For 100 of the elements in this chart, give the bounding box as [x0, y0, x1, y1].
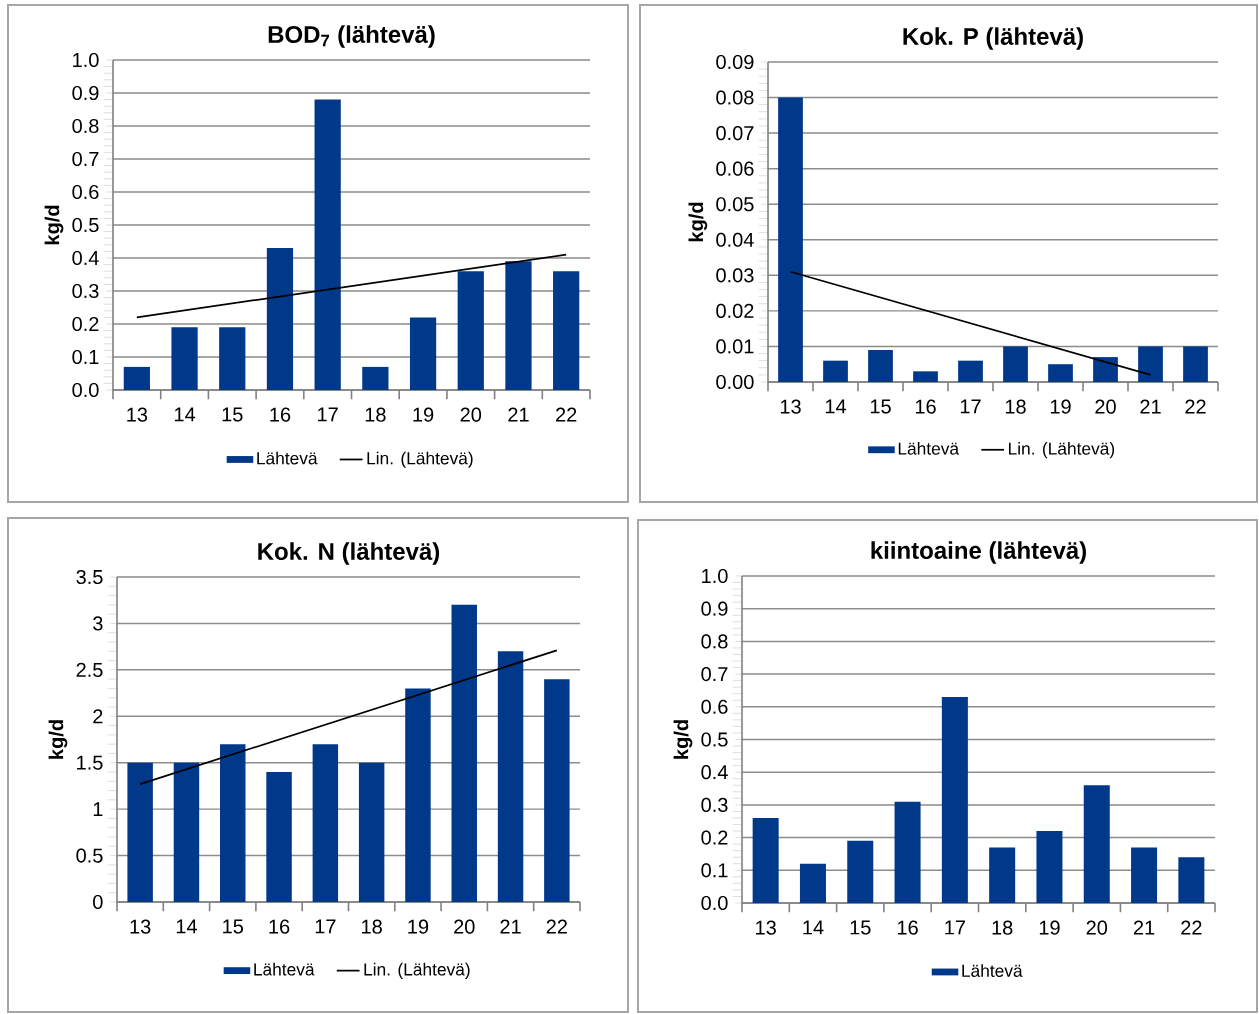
y-axis-title: kg/d [48, 720, 68, 759]
y-tick-label: 0.6 [72, 184, 99, 200]
x-tick-label: 20 [454, 919, 475, 934]
x-tick-label: 14 [176, 919, 197, 934]
y-axis-title: kg/d [44, 205, 64, 245]
x-tick-label: 22 [1181, 920, 1202, 935]
x-tick-label: 16 [915, 399, 936, 414]
legend-label: Lin. (Lähtevä) [1009, 441, 1115, 459]
legend-label: Lähtevä [254, 962, 315, 976]
x-tick-label: 21 [508, 407, 529, 422]
x-tick-label: 17 [945, 920, 965, 935]
bar [266, 248, 294, 390]
bar [409, 317, 437, 390]
bar [312, 744, 339, 902]
y-tick-label: 0.00 [716, 374, 754, 390]
bar [171, 327, 198, 390]
y-tick-label: 0.7 [701, 667, 728, 682]
x-tick-label: 14 [803, 920, 824, 935]
x-tick-label: 21 [1133, 920, 1155, 935]
y-tick-label: 0.09 [716, 54, 754, 70]
bar [497, 651, 524, 902]
x-tick-label: 19 [1039, 920, 1060, 935]
y-tick-label: 3 [93, 616, 103, 631]
y-tick-label: 0.1 [701, 863, 728, 878]
x-tick-label: 21 [1140, 399, 1161, 414]
bar [553, 271, 580, 390]
y-tick-label: 0.07 [716, 126, 754, 141]
x-tick-label: 13 [756, 920, 776, 935]
y-tick-label: 0.06 [716, 161, 754, 176]
x-tick-label: 15 [222, 407, 243, 422]
x-tick-label: 15 [870, 399, 891, 414]
x-tick-label: 13 [780, 399, 801, 414]
y-tick-label: 0.6 [701, 699, 728, 714]
legend-label: Lin. (Lähtevä) [367, 451, 473, 468]
x-tick-label: 13 [127, 407, 148, 422]
x-tick-label: 22 [556, 407, 577, 422]
bar [1036, 831, 1063, 903]
y-tick-label: 1.0 [702, 568, 728, 584]
y-tick-label: 0.9 [72, 85, 99, 101]
bar [941, 696, 968, 903]
y-tick-label: 2.5 [76, 662, 103, 677]
y-tick-label: 1 [93, 802, 103, 817]
x-tick-label: 20 [1095, 399, 1116, 414]
x-tick-label: 17 [960, 399, 981, 414]
x-tick-label: 20 [1086, 920, 1108, 935]
legend-label: Lähtevä [962, 964, 1023, 977]
y-tick-label: 0.1 [72, 349, 99, 365]
y-tick-label: 0.3 [72, 283, 99, 299]
bar [868, 349, 893, 382]
bar [505, 261, 532, 390]
bar [1131, 847, 1158, 903]
y-tick-label: 0.0 [72, 382, 99, 398]
y-tick-label: 0.5 [701, 732, 728, 747]
bar [544, 679, 570, 902]
y-tick-label: 0.02 [716, 303, 754, 318]
y-tick-label: 0.7 [72, 151, 99, 167]
bar [405, 688, 431, 902]
x-tick-label: 16 [897, 920, 918, 935]
legend-label: Lin. (Lähtevä) [364, 962, 470, 980]
bar [457, 271, 484, 390]
x-tick-label: 14 [174, 407, 196, 422]
bar [266, 772, 292, 902]
bar [1093, 357, 1118, 382]
x-tick-label: 14 [825, 399, 847, 414]
bar [358, 762, 385, 902]
y-tick-label: 1.0 [73, 52, 99, 68]
bar [752, 817, 779, 903]
y-tick-label: 0.04 [716, 232, 754, 247]
y-tick-label: 0.8 [72, 118, 99, 134]
x-tick-label: 22 [1185, 399, 1206, 414]
x-tick-label: 13 [130, 919, 151, 934]
y-tick-label: 0.5 [72, 217, 99, 233]
y-tick-label: 0 [93, 894, 103, 910]
bar [123, 366, 150, 390]
y-tick-label: 0.05 [716, 197, 754, 212]
y-tick-label: 1.5 [77, 755, 103, 770]
x-tick-label: 15 [850, 920, 871, 935]
legend-label: Lähtevä [898, 441, 960, 455]
x-tick-label: 22 [546, 919, 567, 934]
bar [219, 327, 246, 390]
x-tick-label: 17 [315, 919, 336, 934]
bar [362, 366, 389, 390]
bar [451, 604, 477, 902]
y-tick-label: 0.3 [701, 797, 728, 812]
y-tick-label: 0.4 [701, 765, 728, 780]
x-tick-label: 16 [269, 919, 290, 934]
x-tick-label: 16 [270, 407, 291, 422]
x-tick-label: 19 [1050, 399, 1071, 414]
bar [127, 762, 153, 902]
bar [1138, 346, 1163, 382]
chart-title: Kok. P (lähtevä) [903, 27, 1083, 50]
y-tick-label: 0.8 [701, 634, 728, 649]
y-tick-label: 3.5 [76, 569, 103, 585]
x-tick-label: 21 [500, 919, 521, 934]
y-tick-label: 2 [93, 709, 103, 724]
bar [314, 99, 341, 390]
y-tick-label: 0.4 [72, 250, 99, 266]
chart-title: Kok. N (lähtevä) [258, 542, 440, 565]
bar [778, 97, 803, 382]
y-tick-label: 0.0 [701, 895, 728, 911]
